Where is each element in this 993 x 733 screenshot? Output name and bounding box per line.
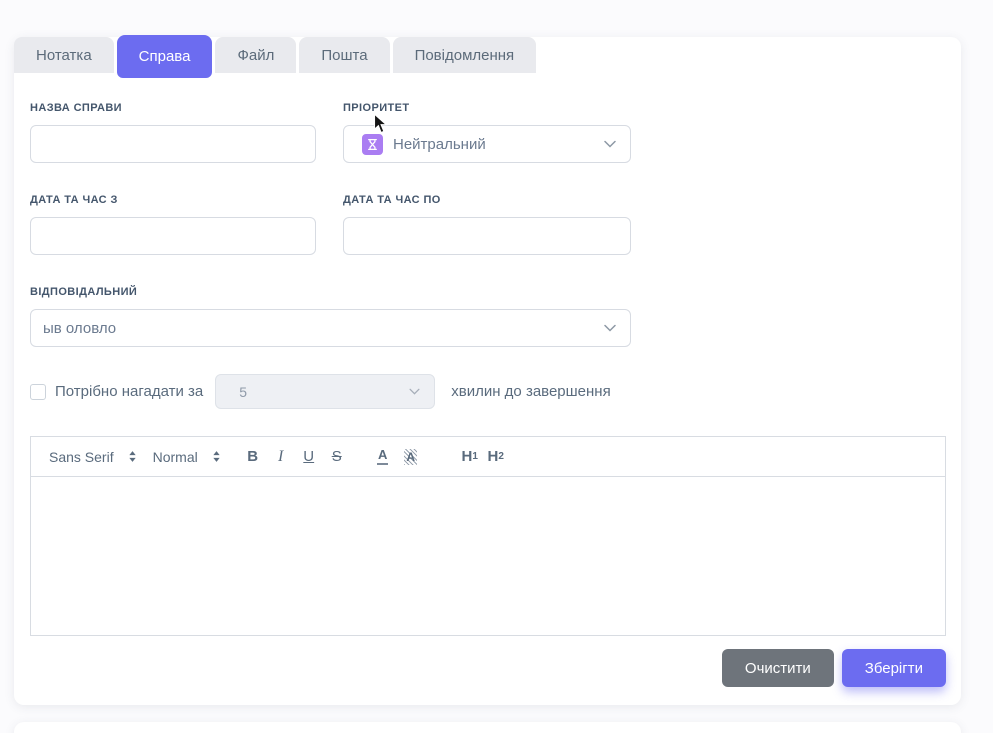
date-from-input[interactable] <box>30 217 316 255</box>
header-1-index: 1 <box>472 451 478 462</box>
date-from-label: ДАТА ТА ЧАС З <box>30 194 118 206</box>
responsible-value: ыв оловло <box>43 319 117 337</box>
tab-sprava[interactable]: Справа <box>116 35 213 78</box>
tab-povidomlennya[interactable]: Повідомлення <box>392 37 537 73</box>
case-form: НАЗВА СПРАВИ ПРІОРИТЕТ Нейтральний <box>14 78 961 687</box>
date-to-input[interactable] <box>343 217 631 255</box>
highlight-color-button[interactable]: A <box>397 444 425 470</box>
header-2-glyph: H <box>487 448 499 465</box>
priority-value: Нейтральний <box>393 135 486 153</box>
underline-button[interactable]: U <box>295 444 323 470</box>
editor-content[interactable] <box>31 477 945 636</box>
case-name-input[interactable] <box>30 125 316 163</box>
strikethrough-glyph: S <box>331 448 342 465</box>
strikethrough-button[interactable]: S <box>323 444 351 470</box>
form-actions: Очистити Зберігти <box>30 649 946 687</box>
reminder-checkbox[interactable] <box>30 383 46 400</box>
format-picker-value: Normal <box>152 448 198 465</box>
responsible-select[interactable]: ыв оловло <box>30 309 631 347</box>
updown-arrows-icon <box>212 450 221 463</box>
chevron-down-icon <box>604 140 616 148</box>
underline-glyph: U <box>303 448 315 465</box>
chevron-down-icon <box>409 388 420 395</box>
tab-file[interactable]: Файл <box>215 37 297 73</box>
rich-text-editor: Sans Serif Normal B I U S A <box>30 436 946 636</box>
responsible-label: ВІДПОВІДАЛЬНИЙ <box>30 286 138 298</box>
italic-button[interactable]: I <box>267 444 295 470</box>
tab-bar: Нотатка Справа Файл Пошта Повідомлення <box>14 35 961 78</box>
priority-label: ПРІОРИТЕТ <box>343 102 410 114</box>
reminder-minutes-value: 5 <box>239 383 248 400</box>
chevron-down-icon <box>604 324 616 332</box>
reminder-minutes-select[interactable]: 5 <box>215 374 436 409</box>
reminder-row: Потрібно нагадати за 5 хвилин до заверше… <box>30 374 946 409</box>
font-picker[interactable]: Sans Serif <box>49 449 137 465</box>
updown-arrows-icon <box>128 450 137 463</box>
header-2-index: 2 <box>498 451 504 462</box>
editor-toolbar: Sans Serif Normal B I U S A <box>31 437 945 477</box>
bold-button[interactable]: B <box>239 444 267 470</box>
reminder-suffix: хвилин до завершення <box>451 383 611 400</box>
save-button[interactable]: Зберігти <box>841 649 946 687</box>
date-to-label: ДАТА ТА ЧАС ПО <box>343 194 441 206</box>
hourglass-icon <box>362 133 383 155</box>
priority-select[interactable]: Нейтральний <box>343 125 631 163</box>
header-1-glyph: H <box>461 448 473 465</box>
text-color-glyph: A <box>377 448 389 465</box>
format-picker[interactable]: Normal <box>153 449 221 465</box>
case-form-card: Нотатка Справа Файл Пошта Повідомлення Н… <box>14 35 961 705</box>
tab-notatka[interactable]: Нотатка <box>14 37 114 73</box>
clear-button[interactable]: Очистити <box>721 649 834 687</box>
text-color-button[interactable]: A <box>369 444 397 470</box>
case-name-label: НАЗВА СПРАВИ <box>30 102 122 114</box>
next-card <box>14 722 961 733</box>
font-picker-value: Sans Serif <box>49 448 114 465</box>
highlight-color-glyph: A <box>404 448 418 465</box>
tab-poshta[interactable]: Пошта <box>299 37 390 73</box>
reminder-label: Потрібно нагадати за <box>55 383 204 400</box>
